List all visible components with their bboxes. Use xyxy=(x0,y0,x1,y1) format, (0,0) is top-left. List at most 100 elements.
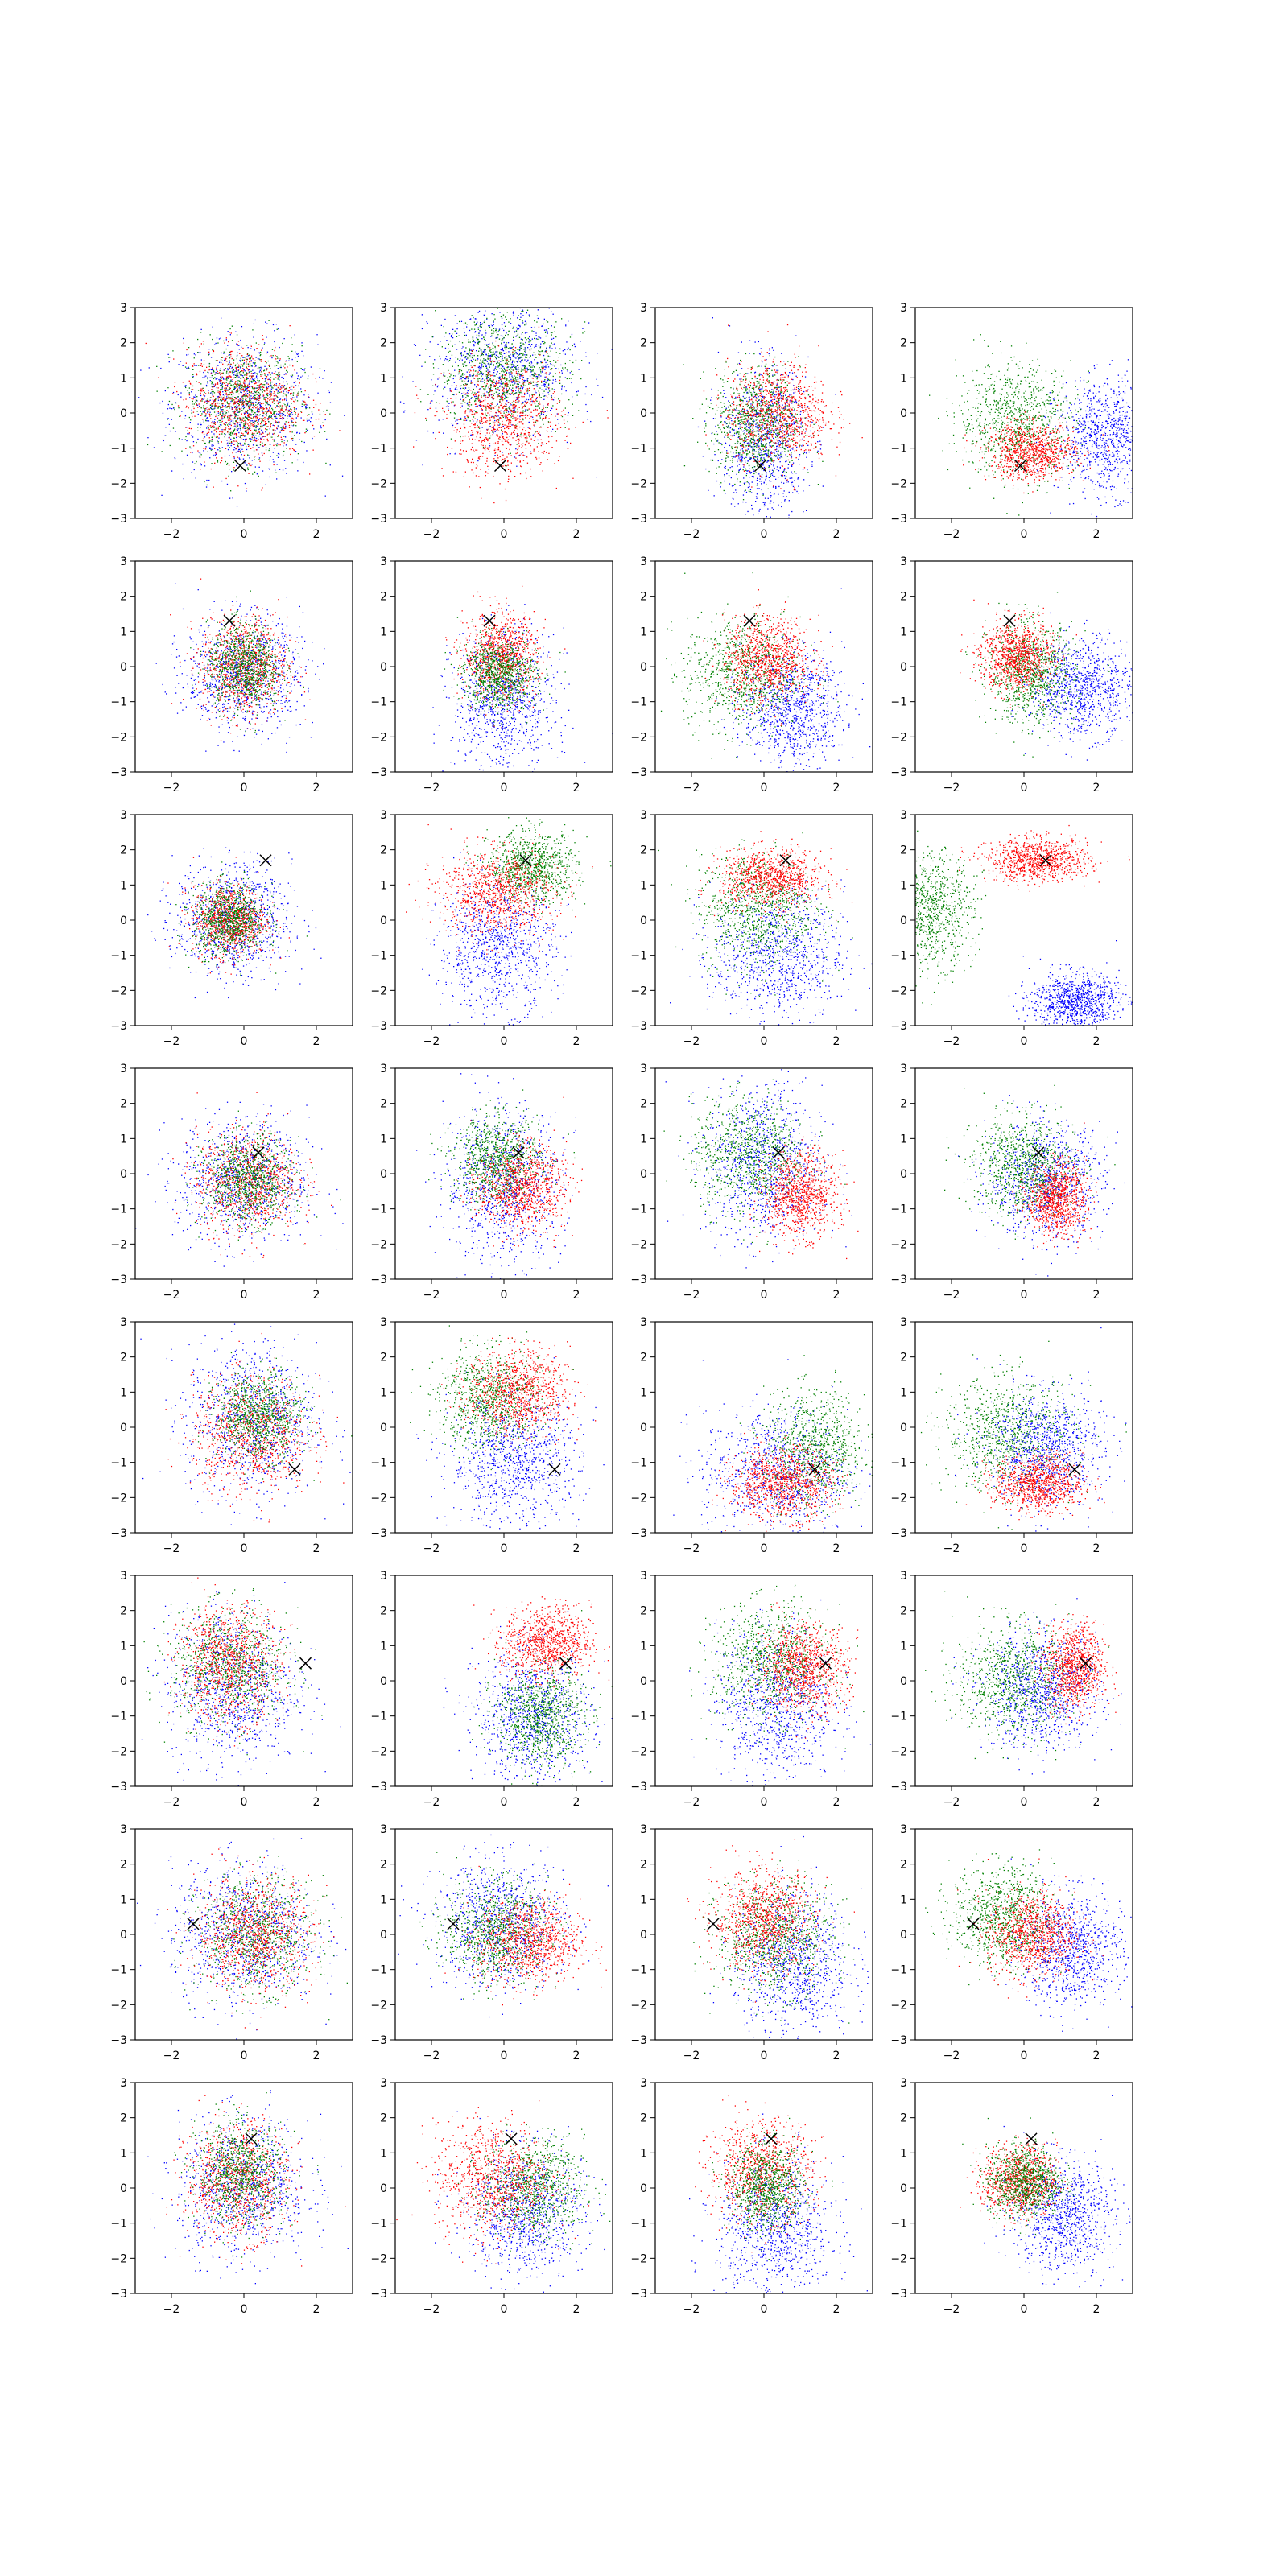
scatter-point xyxy=(149,367,150,368)
scatter-point xyxy=(501,402,502,403)
scatter-point xyxy=(506,400,507,401)
scatter-point xyxy=(200,383,201,384)
scatter-point xyxy=(471,380,472,381)
scatter-point xyxy=(235,409,236,410)
scatter-point xyxy=(491,330,492,331)
scatter-point xyxy=(252,410,253,411)
scatter-point xyxy=(513,379,514,380)
scatter-point xyxy=(234,426,235,427)
scatter-point xyxy=(294,382,295,383)
scatter-point xyxy=(471,328,472,329)
scatter-point xyxy=(510,379,511,380)
scatter-point xyxy=(292,462,293,463)
scatter-point xyxy=(476,406,477,407)
scatter-point xyxy=(459,371,460,372)
scatter-point xyxy=(191,428,192,429)
scatter-point xyxy=(269,397,270,398)
scatter-point xyxy=(185,385,186,386)
scatter-point xyxy=(249,376,250,377)
scatter-point xyxy=(243,395,244,396)
scatter-point xyxy=(543,384,544,385)
scatter-point xyxy=(297,416,298,417)
scatter-point xyxy=(480,360,481,361)
scatter-point xyxy=(217,421,218,422)
scatter-point xyxy=(532,395,533,396)
scatter-point xyxy=(192,398,193,399)
scatter-point xyxy=(171,404,172,405)
scatter-point xyxy=(479,363,480,364)
scatter-point xyxy=(276,427,277,428)
scatter-point xyxy=(493,461,494,462)
scatter-point xyxy=(462,342,463,343)
scatter-point xyxy=(566,390,567,391)
scatter-point xyxy=(467,357,468,358)
scatter-point xyxy=(499,364,500,365)
scatter-point xyxy=(485,463,486,464)
scatter-point xyxy=(231,425,232,426)
scatter-point xyxy=(253,426,254,427)
scatter-point xyxy=(479,311,480,312)
scatter-point xyxy=(283,378,284,379)
scatter-point xyxy=(285,364,286,365)
scatter-point xyxy=(222,364,223,365)
scatter-point xyxy=(498,345,499,346)
scatter-point xyxy=(460,353,461,354)
scatter-point xyxy=(491,333,492,334)
scatter-point xyxy=(568,399,569,400)
scatter-point xyxy=(481,365,482,366)
scatter-point xyxy=(482,361,483,362)
scatter-point xyxy=(517,433,518,434)
scatter-point xyxy=(514,456,515,457)
scatter-point xyxy=(192,374,193,375)
scatter-point xyxy=(213,423,214,424)
scatter-point xyxy=(308,420,309,421)
scatter-point xyxy=(194,363,195,364)
scatter-point xyxy=(222,391,223,392)
scatter-point xyxy=(448,410,449,411)
series-green xyxy=(420,308,585,467)
scatter-point xyxy=(271,391,272,392)
scatter-point xyxy=(499,399,500,400)
scatter-point xyxy=(585,404,586,405)
scatter-point xyxy=(247,455,248,456)
scatter-point xyxy=(222,406,223,407)
scatter-point xyxy=(524,406,525,407)
scatter-point xyxy=(522,355,523,356)
scatter-point xyxy=(247,429,248,430)
scatter-point xyxy=(496,416,497,417)
scatter-point xyxy=(493,361,494,362)
scatter-point xyxy=(607,410,608,411)
scatter-point xyxy=(201,464,202,465)
scatter-point xyxy=(499,390,500,391)
scatter-point xyxy=(233,399,234,400)
scatter-point xyxy=(546,415,547,416)
scatter-point xyxy=(505,465,506,466)
scatter-point xyxy=(478,329,479,330)
scatter-point xyxy=(213,378,214,379)
scatter-point xyxy=(262,433,263,434)
scatter-point xyxy=(230,380,231,381)
scatter-point xyxy=(244,443,245,444)
scatter-point xyxy=(498,407,499,408)
scatter-point xyxy=(225,385,226,386)
scatter-point xyxy=(251,439,252,440)
scatter-point xyxy=(214,377,215,378)
scatter-point xyxy=(514,382,515,383)
scatter-point xyxy=(300,377,301,378)
scatter-point xyxy=(501,380,502,381)
scatter-point xyxy=(267,398,268,399)
scatter-point xyxy=(278,362,279,363)
scatter-point xyxy=(190,419,191,420)
scatter-point xyxy=(483,354,484,355)
scatter-point xyxy=(443,364,444,365)
scatter-point xyxy=(242,406,243,407)
scatter-point xyxy=(188,367,189,368)
scatter-point xyxy=(468,342,469,343)
scatter-point xyxy=(250,406,251,407)
scatter-point xyxy=(489,360,490,361)
scatter-point xyxy=(491,356,492,357)
scatter-point xyxy=(489,445,490,446)
scatter-point xyxy=(302,404,303,405)
scatter-point xyxy=(206,418,207,419)
scatter-point xyxy=(562,385,563,386)
